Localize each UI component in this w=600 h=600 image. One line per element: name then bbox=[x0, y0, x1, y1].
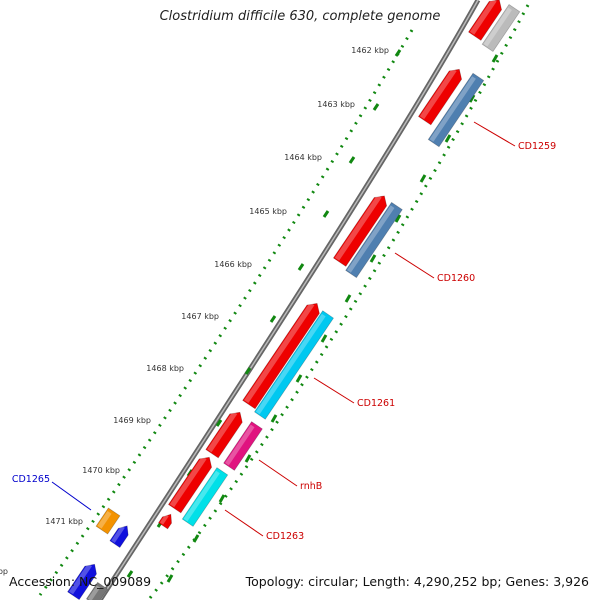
tick-label: 1470 kbp bbox=[82, 466, 120, 475]
tick-mark bbox=[348, 156, 356, 164]
tick-mark bbox=[166, 574, 174, 583]
tick-mark bbox=[369, 254, 377, 263]
cds-feature-top[interactable] bbox=[467, 0, 505, 41]
label-leader-line bbox=[224, 509, 264, 537]
tick-mark bbox=[394, 49, 402, 57]
gene-feature-rnhb[interactable] bbox=[223, 421, 263, 471]
genome-backbone bbox=[97, 0, 481, 600]
tick-label: 1462 kbp bbox=[351, 46, 389, 55]
tick-mark bbox=[394, 214, 402, 223]
cds-feature-cd1265[interactable] bbox=[109, 523, 132, 548]
outer-dotted-ring bbox=[148, 4, 530, 599]
tick-mark bbox=[372, 103, 380, 111]
tick-mark bbox=[244, 367, 252, 375]
gene-label[interactable]: rnhB bbox=[300, 481, 322, 492]
tick-mark bbox=[244, 454, 252, 463]
rna-feature-grey[interactable] bbox=[481, 3, 521, 53]
gene-label[interactable]: CD1259 bbox=[518, 141, 556, 152]
gene-label[interactable]: CD1260 bbox=[437, 273, 475, 284]
gene-label[interactable]: CD1263 bbox=[266, 531, 304, 542]
tick-label: 1466 kbp bbox=[214, 260, 252, 269]
map-title: Clostridium difficile 630, complete geno… bbox=[159, 9, 441, 24]
label-leader-line bbox=[313, 377, 355, 404]
cds-feature-cd1260[interactable] bbox=[332, 192, 390, 267]
gene-feature-cd1259[interactable] bbox=[427, 72, 485, 148]
kbp-ticks: 1462 kbp 1463 kbp 1464 kbp 1465 kbp 1466 kbp… bbox=[0, 46, 499, 583]
label-leader-line bbox=[258, 459, 298, 487]
label-leader-line bbox=[394, 252, 435, 279]
gene-feature-cd1261[interactable] bbox=[254, 310, 334, 420]
tick-mark bbox=[444, 134, 452, 143]
tick-label: 1468 kbp bbox=[146, 364, 184, 373]
label-leader-line bbox=[51, 481, 92, 511]
cds-feature-small[interactable] bbox=[158, 511, 176, 530]
cds-feature-rnhb[interactable] bbox=[205, 408, 246, 459]
tick-label: 1465 kbp bbox=[249, 207, 287, 216]
tick-mark bbox=[269, 315, 277, 323]
inner-dotted-ring bbox=[38, 29, 414, 596]
gene-feature-cd1263[interactable] bbox=[181, 467, 229, 527]
tick-mark bbox=[295, 374, 303, 383]
tick-label: 1472 kbp bbox=[0, 567, 8, 576]
gene-labels: CD1259 CD1260 CD1261 rnhB CD1263 CD1265 bbox=[12, 121, 556, 542]
tick-label: 1469 kbp bbox=[113, 416, 151, 425]
gene-label[interactable]: CD1261 bbox=[357, 398, 395, 409]
tick-mark bbox=[320, 334, 328, 343]
gene-feature-cd1265[interactable] bbox=[95, 507, 121, 535]
tick-mark bbox=[270, 414, 278, 423]
tick-mark bbox=[419, 174, 427, 183]
cds-feature-cd1263[interactable] bbox=[167, 453, 215, 514]
tick-mark bbox=[218, 494, 226, 503]
cds-feature-cd1261[interactable] bbox=[242, 299, 324, 410]
tick-mark bbox=[126, 570, 134, 578]
tick-label: 1467 kbp bbox=[181, 312, 219, 321]
accession-text: Accession: NC_009089 bbox=[9, 574, 152, 589]
tick-label: 1463 kbp bbox=[317, 100, 355, 109]
label-leader-line bbox=[473, 121, 516, 147]
tick-label: 1471 kbp bbox=[45, 517, 83, 526]
cds-feature-cd1259[interactable] bbox=[417, 65, 465, 126]
tick-mark bbox=[297, 263, 305, 271]
gene-feature-cd1260[interactable] bbox=[345, 201, 403, 279]
tick-mark bbox=[322, 210, 330, 218]
gene-feature-bottom[interactable] bbox=[67, 560, 101, 600]
tick-mark bbox=[344, 294, 352, 303]
tick-mark bbox=[491, 54, 499, 63]
genome-backbone-highlight bbox=[99, 0, 479, 600]
tick-mark bbox=[468, 94, 476, 103]
tick-mark bbox=[215, 419, 223, 427]
genome-summary-text: Topology: circular; Length: 4,290,252 bp… bbox=[245, 574, 589, 589]
gene-features bbox=[67, 0, 521, 600]
tick-mark bbox=[192, 534, 200, 543]
tick-label: 1464 kbp bbox=[284, 153, 322, 162]
gene-label[interactable]: CD1265 bbox=[12, 474, 50, 485]
